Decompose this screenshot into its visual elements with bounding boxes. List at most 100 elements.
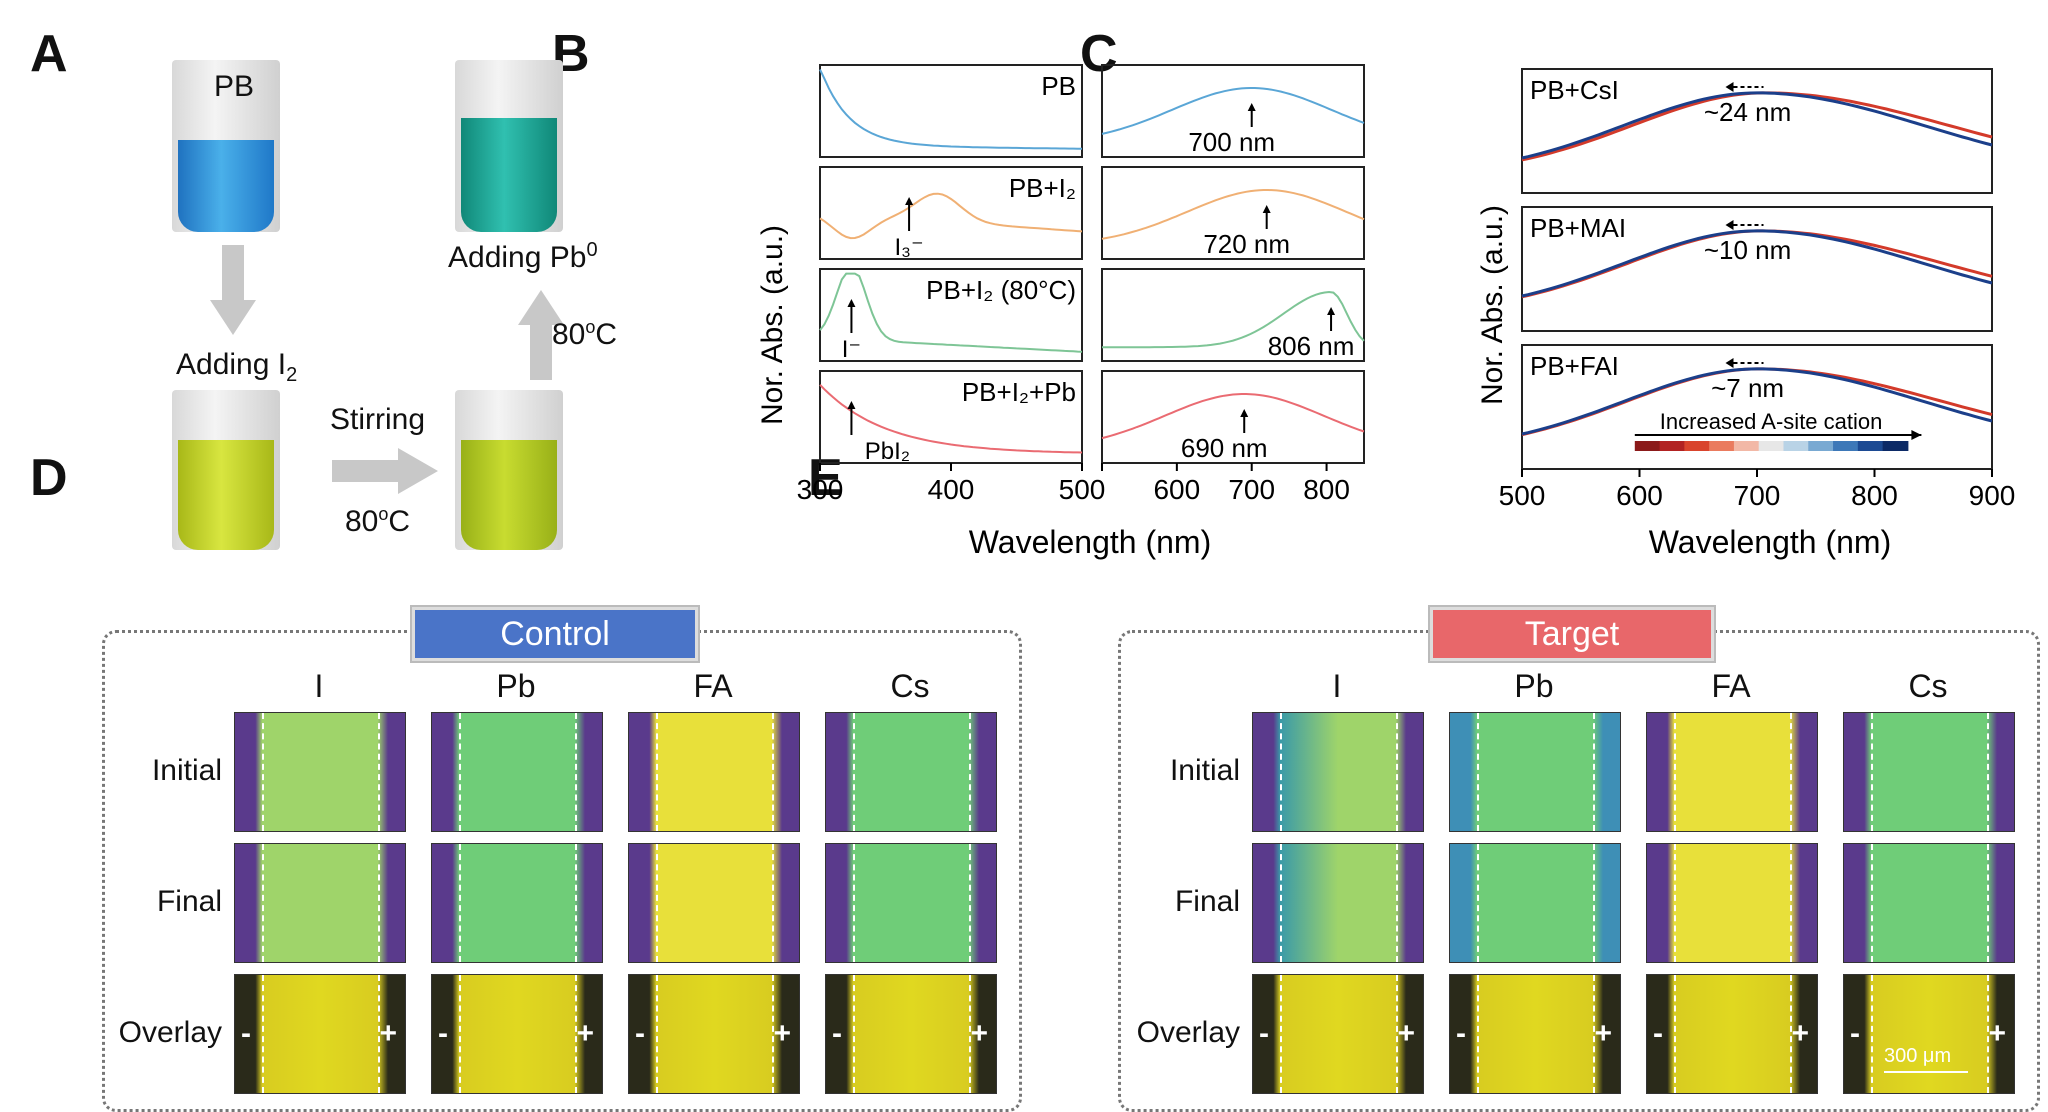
control-badge: Control <box>412 607 698 661</box>
column-label: I <box>1332 668 1342 704</box>
plus-sign: + <box>1791 1017 1809 1050</box>
vial-i2-image <box>172 390 280 550</box>
column-label: FA <box>1711 668 1751 704</box>
colorbar-label: Increased A-site cation <box>1660 409 1883 434</box>
element-map: - +300 μm <box>1843 974 2015 1094</box>
column-label: Cs <box>890 668 930 704</box>
element-map <box>1646 843 1818 963</box>
panel-b-tick-label: 500 <box>1059 474 1106 505</box>
element-map <box>628 712 800 832</box>
panel-c-chart: PB+CsI ~24 nm PB+MAI ~10 nm PB+FAI ~7 nm 500 60… <box>1476 68 2016 560</box>
panel-b-left-box <box>819 64 1083 158</box>
panel-b-tick-label: 800 <box>1303 474 1350 505</box>
minus-sign: - <box>241 1017 251 1050</box>
element-map <box>1252 843 1424 963</box>
panel-b-tick-label: 300 <box>797 474 844 505</box>
panel-b-xlabel: Wavelength (nm) <box>969 524 1211 560</box>
element-map <box>234 712 406 832</box>
left-arrow-icon <box>1725 358 1734 368</box>
element-map <box>628 843 800 963</box>
row-label: Overlay <box>1136 1016 1240 1049</box>
minus-sign: - <box>635 1017 645 1050</box>
vial-pb-label: PB <box>214 70 255 103</box>
element-map: - + <box>1252 974 1424 1094</box>
panel-b-row-label: PB+I₂ (80°C) <box>926 275 1076 305</box>
element-map: - + <box>628 974 800 1094</box>
panel-b-tick-label: 700 <box>1228 474 1275 505</box>
panel-label-d: D <box>30 449 68 507</box>
panel-c-tick-label: 700 <box>1734 480 1781 511</box>
panel-c-tick-label: 900 <box>1969 480 2016 511</box>
minus-sign: - <box>1259 1017 1269 1050</box>
step-adding-pb0: Adding Pb0 <box>448 239 598 274</box>
column-label: Pb <box>496 668 536 704</box>
series-line <box>1521 229 1993 298</box>
plus-sign: + <box>1397 1017 1415 1050</box>
panel-b-chart: PB 700 nm PB+I₂ 720 nm I₃⁻PB+I₂ (80°C) 806 nm… <box>756 64 1365 560</box>
series-line-left <box>819 272 1083 353</box>
panel-b-peak-label: 806 nm <box>1268 331 1355 361</box>
panel-c-shift-label: ~24 nm <box>1704 97 1791 127</box>
series-line-left <box>819 384 1083 454</box>
panel-b-annotation: I⁻ <box>842 336 861 363</box>
column-label: Cs <box>1908 668 1948 704</box>
minus-sign: - <box>438 1017 448 1050</box>
element-map <box>431 712 603 832</box>
panel-b-peak-label: 700 nm <box>1188 127 1275 157</box>
scale-bar <box>1884 1071 1968 1073</box>
up-arrow-icon <box>518 290 564 380</box>
plus-sign: + <box>1988 1017 2006 1050</box>
series-line-left <box>819 69 1082 150</box>
temp-label-2: 80oC <box>552 317 618 351</box>
panel-c-row-label: PB+FAI <box>1530 351 1619 381</box>
panel-c-box <box>1521 68 1993 194</box>
panel-c-tick-label: 800 <box>1851 480 1898 511</box>
element-map <box>1843 712 2015 832</box>
element-map <box>825 712 997 832</box>
series-line-right <box>1101 87 1365 135</box>
panel-c-tick-label: 600 <box>1616 480 1663 511</box>
row-label: Overlay <box>118 1016 222 1049</box>
panel-c-shift-label: ~10 nm <box>1704 235 1791 265</box>
panel-b-row-label: PB <box>1041 71 1076 101</box>
step-adding-i2: Adding I2 <box>176 348 298 386</box>
element-map: - + <box>825 974 997 1094</box>
row-label: Initial <box>151 754 222 787</box>
element-map: - + <box>234 974 406 1094</box>
panel-b-left-box <box>819 268 1083 362</box>
stirring-label: Stirring <box>330 403 426 436</box>
left-arrow-icon <box>1725 82 1734 92</box>
minus-sign: - <box>1456 1017 1466 1050</box>
element-map <box>234 843 406 963</box>
panel-c-shift-label: ~7 nm <box>1711 373 1784 403</box>
series-line <box>1521 367 1993 436</box>
panel-b-right-box <box>1101 268 1365 362</box>
panel-b-left-box <box>819 166 1083 260</box>
row-label: Initial <box>1169 754 1240 787</box>
row-label: Final <box>156 885 222 918</box>
panel-b-right-box <box>1101 370 1365 464</box>
plus-sign: + <box>379 1017 397 1050</box>
plus-sign: + <box>970 1017 988 1050</box>
left-arrow-icon <box>1725 220 1734 230</box>
vial-heated-image <box>455 390 563 550</box>
minus-sign: - <box>832 1017 842 1050</box>
right-arrow-icon <box>332 448 438 494</box>
element-map <box>1449 843 1621 963</box>
panel-b-tick-label: 400 <box>928 474 975 505</box>
panel-b-right-box <box>1101 64 1365 158</box>
element-map <box>1252 712 1424 832</box>
panel-b-peak-label: 690 nm <box>1181 433 1268 463</box>
panel-c-box <box>1521 206 1993 332</box>
minus-sign: - <box>1653 1017 1663 1050</box>
plus-sign: + <box>576 1017 594 1050</box>
column-label: Pb <box>1514 668 1554 704</box>
panel-label-a: A <box>30 25 68 83</box>
element-map <box>431 843 603 963</box>
panel-b-right-box <box>1101 166 1365 260</box>
temp-label-1: 80oC <box>345 504 411 538</box>
row-label: Final <box>1174 885 1240 918</box>
element-map <box>825 843 997 963</box>
element-map <box>1449 712 1621 832</box>
panel-b-row-label: PB+I₂ <box>1009 173 1076 203</box>
